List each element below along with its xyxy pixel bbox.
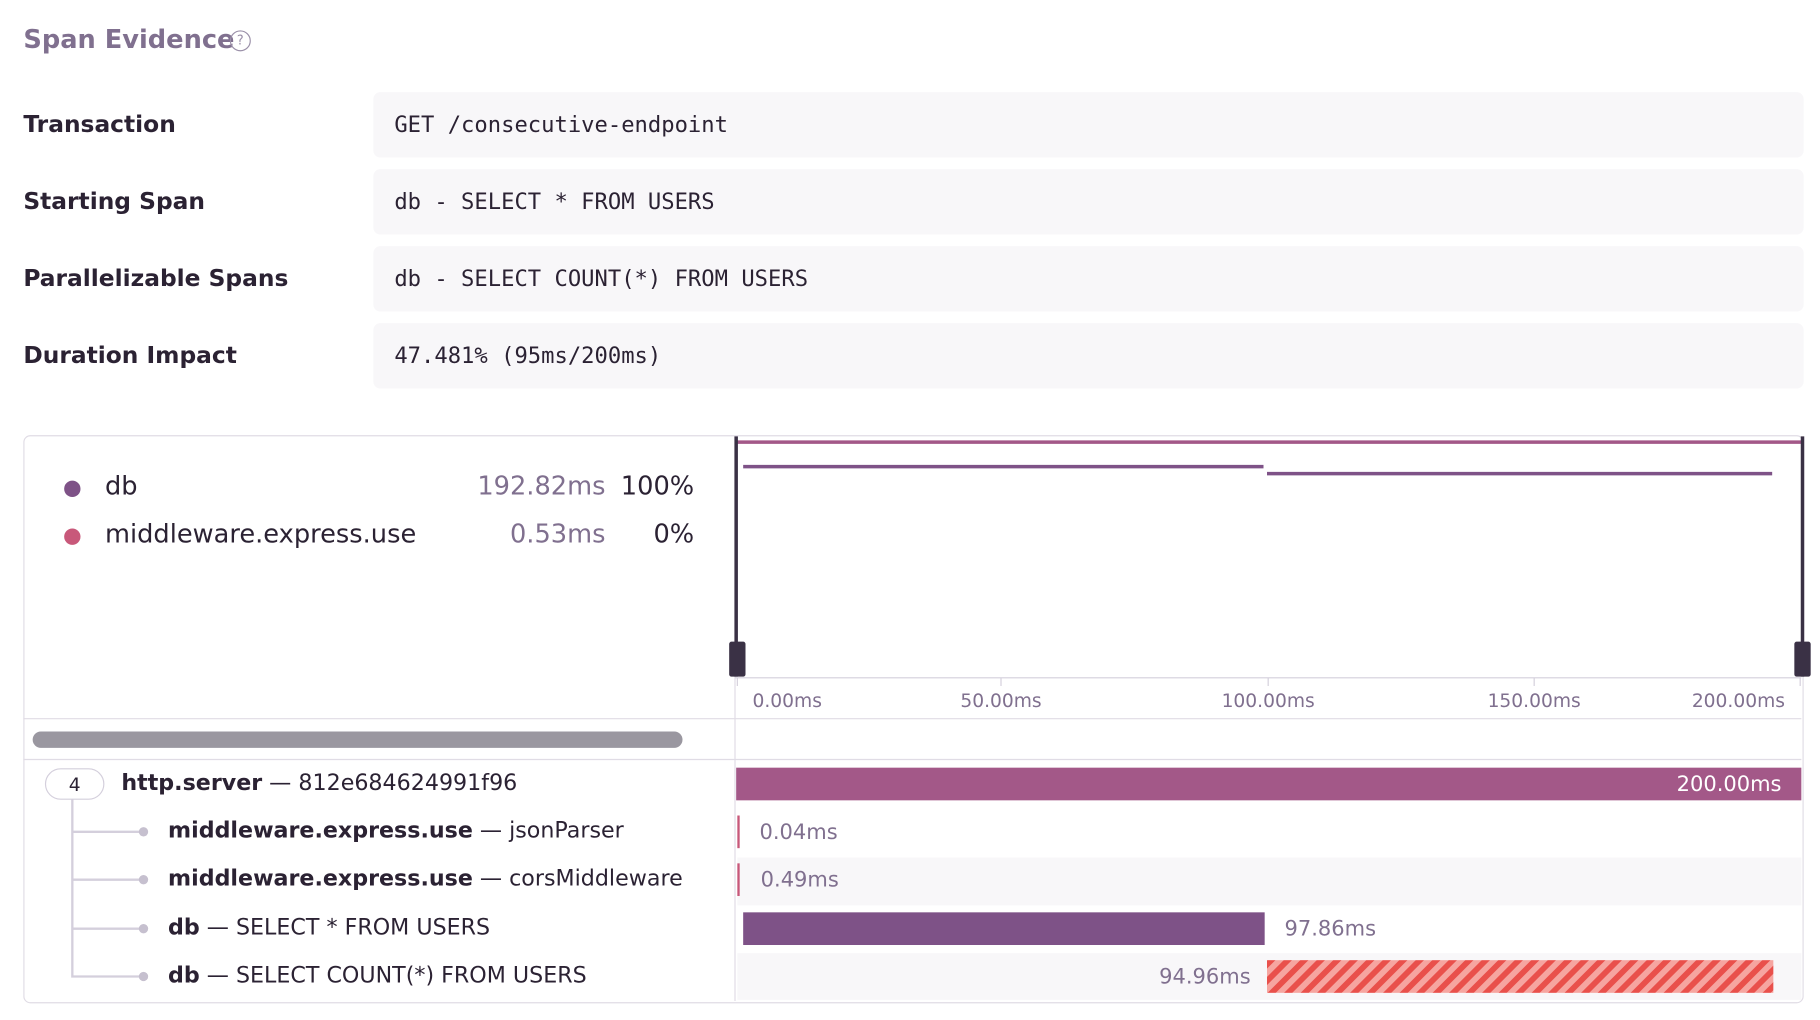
span-label: db — SELECT * FROM USERS [168, 915, 490, 941]
legend-dot [64, 528, 81, 545]
row-value: 47.481% (95ms/200ms) [373, 323, 1804, 389]
span-label: middleware.express.use — corsMiddleware [168, 866, 683, 892]
child-count-badge[interactable] [44, 768, 105, 800]
legend-percent: 0% [653, 520, 695, 550]
tree-connector [72, 830, 143, 930]
span-op: middleware.express.use [168, 865, 473, 892]
legend-percent: 100% [620, 472, 695, 502]
tree-node [138, 875, 149, 885]
span-label: http.server — 812e684624991f96 [121, 770, 517, 796]
span-op: middleware.express.use [168, 817, 473, 844]
span-description: — corsMiddleware [479, 865, 683, 892]
row-value: db - SELECT * FROM USERS [373, 169, 1804, 235]
row-label: Parallelizable Spans [23, 263, 289, 292]
span-duration: 0.49ms [761, 868, 839, 892]
tree-connector [71, 799, 143, 978]
axis-tick-label: 200.00ms [1692, 691, 1785, 712]
row-label: Duration Impact [23, 340, 237, 369]
scrollbar[interactable] [32, 731, 683, 748]
span-bar [736, 767, 1802, 801]
axis-tick-label: 100.00ms [1222, 691, 1315, 712]
span-description: — jsonParser [479, 817, 624, 844]
span-duration: 200.00ms [1677, 772, 1782, 796]
span-duration: 97.86ms [1285, 917, 1377, 941]
tree-node [138, 924, 149, 934]
axis-tick-label: 0.00ms [753, 691, 822, 712]
row-label: Starting Span [23, 186, 206, 215]
legend-name: db [105, 472, 138, 502]
tree-node [138, 827, 149, 837]
axis-tick-label: 50.00ms [960, 691, 1041, 712]
minimap-handle[interactable] [1794, 641, 1811, 677]
span-duration: 0.04ms [760, 820, 838, 844]
span-bar [737, 863, 740, 897]
span-description: — 812e684624991f96 [269, 770, 518, 796]
span-label: db — SELECT COUNT(*) FROM USERS [168, 963, 587, 989]
span-op: db [168, 914, 200, 941]
tree-node [138, 971, 149, 982]
section-title: Span Evidence [23, 25, 235, 55]
legend-name: middleware.express.use [105, 520, 417, 550]
row-bg [737, 857, 1802, 906]
legend-dot [64, 480, 81, 498]
row-value: GET /consecutive-endpoint [373, 92, 1804, 158]
span-op: db [168, 962, 200, 989]
minimap-handle[interactable] [729, 641, 746, 677]
child-count: 4 [69, 775, 81, 796]
help-icon[interactable]: ? [229, 30, 251, 52]
span-bar [743, 912, 1265, 946]
row-value: db - SELECT COUNT(*) FROM USERS [373, 246, 1804, 312]
span-bar [737, 815, 740, 849]
span-label: middleware.express.use — jsonParser [168, 818, 624, 844]
legend-duration: 0.53ms [509, 520, 606, 550]
span-bar [1267, 960, 1774, 993]
span-op: http.server [121, 770, 263, 796]
span-description: — SELECT COUNT(*) FROM USERS [206, 962, 587, 989]
legend-duration: 192.82ms [477, 472, 606, 502]
span-description: — SELECT * FROM USERS [206, 914, 491, 941]
span-duration: 94.96ms [1159, 965, 1251, 989]
axis-tick-label: 150.00ms [1488, 691, 1581, 712]
row-label: Transaction [23, 109, 176, 138]
